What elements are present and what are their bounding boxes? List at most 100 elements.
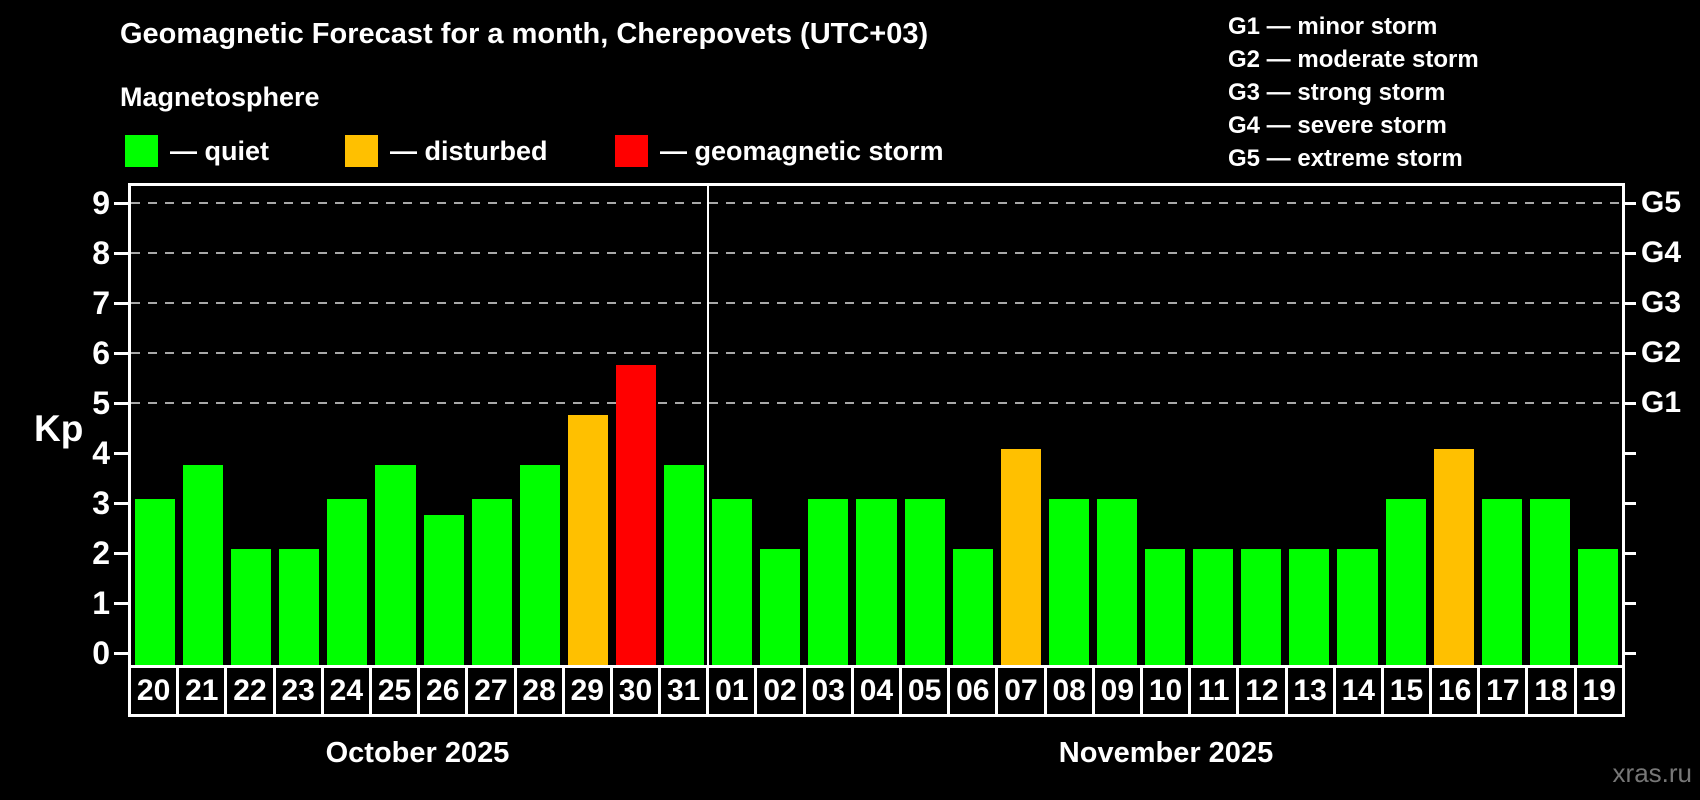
bar-day-03 — [808, 499, 849, 665]
day-label-06: 06 — [950, 668, 999, 714]
plot-area — [128, 183, 1625, 668]
day-label-01: 01 — [709, 668, 758, 714]
y-tick-left-5 — [114, 402, 128, 405]
y-tick-left-7 — [114, 302, 128, 305]
bar-day-08 — [1048, 499, 1089, 665]
day-label-26: 26 — [420, 668, 469, 714]
legend-quiet-label: — quiet — [170, 136, 269, 166]
day-label-11: 11 — [1191, 668, 1240, 714]
y-tick-label-3: 3 — [92, 485, 110, 521]
bar-day-14 — [1337, 549, 1378, 665]
bar-day-09 — [1096, 499, 1138, 665]
bar-day-31 — [664, 465, 705, 665]
bar-day-27 — [471, 499, 512, 665]
storm-scale-item-g1: G1 — minor storm — [1228, 13, 1438, 40]
page-title: Geomagnetic Forecast for a month, Cherep… — [120, 18, 929, 50]
storm-scale-legend: G1 — minor storm G2 — moderate storm G3 … — [1228, 10, 1479, 175]
y-tick-left-3 — [114, 502, 128, 505]
day-label-17: 17 — [1480, 668, 1529, 714]
day-label-04: 04 — [854, 668, 902, 714]
bar-day-23 — [279, 549, 320, 665]
storm-scale-item-g4: G4 — severe storm — [1228, 112, 1447, 139]
gridline-kp7 — [131, 302, 1622, 304]
y-tick-label-4: 4 — [92, 435, 110, 471]
gridline-kp9 — [131, 202, 1622, 204]
g-scale-label-g4: G4 — [1641, 236, 1682, 269]
day-label-25: 25 — [372, 668, 421, 714]
day-label-24: 24 — [324, 668, 372, 714]
bar-day-16 — [1433, 449, 1474, 665]
bar-day-18 — [1529, 499, 1570, 665]
month-label-october: October 2025 — [325, 737, 510, 769]
bar-day-21 — [183, 465, 224, 665]
subtitle-magnetosphere: Magnetosphere — [120, 82, 320, 112]
legend-storm-swatch — [615, 135, 648, 167]
y-tick-right-5 — [1622, 402, 1636, 405]
day-label-row: 20 21 22 23 24 25 26 27 28 29 30 31 01 02 03 04 05 06 07 08… — [128, 668, 1625, 717]
bar-day-29 — [567, 415, 608, 665]
bar-day-04 — [856, 499, 897, 665]
g-scale-label-g1: G1 — [1641, 386, 1682, 419]
day-label-08: 08 — [1047, 668, 1095, 714]
day-label-19: 19 — [1582, 674, 1616, 707]
y-tick-right-8 — [1622, 252, 1636, 255]
month-divider — [707, 186, 710, 665]
bar-day-11 — [1193, 549, 1234, 665]
y-tick-right-7 — [1622, 302, 1636, 305]
y-tick-label-8: 8 — [92, 235, 110, 271]
gridline-kp5 — [131, 402, 1622, 404]
y-tick-left-6 — [114, 352, 128, 355]
day-label-29: 29 — [565, 668, 613, 714]
bar-day-22 — [231, 549, 272, 665]
g-scale-label-g3: G3 — [1641, 286, 1682, 319]
day-label-02: 02 — [757, 668, 806, 714]
bar-day-26 — [423, 515, 464, 665]
y-tick-label-1: 1 — [92, 585, 110, 621]
storm-scale-item-g5: G5 — extreme storm — [1228, 145, 1463, 172]
day-label-16: 16 — [1432, 668, 1481, 714]
day-label-12: 12 — [1239, 668, 1288, 714]
day-label-13: 13 — [1288, 668, 1336, 714]
bar-day-19 — [1577, 549, 1618, 665]
bar-day-12 — [1241, 549, 1282, 665]
bar-day-30 — [615, 365, 657, 665]
legend-disturbed-label: — disturbed — [390, 136, 548, 166]
day-label-22: 22 — [227, 668, 276, 714]
day-label-21: 21 — [179, 668, 228, 714]
y-tick-right-4 — [1622, 452, 1636, 455]
bar-day-13 — [1289, 549, 1330, 665]
y-tick-label-0: 0 — [92, 635, 110, 671]
watermark: xras.ru — [1612, 758, 1692, 788]
y-tick-right-2 — [1622, 552, 1636, 555]
g-scale-label-g5: G5 — [1641, 186, 1682, 219]
y-tick-left-4 — [114, 452, 128, 455]
bar-day-02 — [760, 549, 801, 665]
bar-day-28 — [519, 465, 560, 665]
month-label-november: November 2025 — [1058, 737, 1274, 769]
y-tick-left-9 — [114, 202, 128, 205]
y-tick-right-0 — [1622, 652, 1636, 655]
day-label-27: 27 — [468, 668, 517, 714]
day-label-09: 09 — [1095, 668, 1143, 714]
bar-day-05 — [904, 499, 945, 665]
day-label-10: 10 — [1143, 668, 1192, 714]
y-tick-right-1 — [1622, 602, 1636, 605]
day-label-20: 20 — [131, 668, 180, 714]
bar-day-25 — [375, 465, 416, 665]
bar-day-06 — [952, 549, 993, 665]
y-tick-right-3 — [1622, 502, 1636, 505]
day-label-15: 15 — [1384, 668, 1433, 714]
y-tick-left-0 — [114, 652, 128, 655]
day-label-28: 28 — [517, 668, 565, 714]
legend-disturbed-swatch — [345, 135, 378, 167]
y-tick-right-6 — [1622, 352, 1636, 355]
y-tick-label-6: 6 — [92, 335, 110, 371]
y-axis-title: Kp — [34, 408, 84, 449]
y-tick-label-7: 7 — [92, 285, 110, 321]
day-label-30: 30 — [613, 668, 662, 714]
day-label-31: 31 — [661, 668, 710, 714]
legend-storm-label: — geomagnetic storm — [660, 136, 944, 166]
y-tick-left-1 — [114, 602, 128, 605]
bar-day-17 — [1481, 499, 1522, 665]
